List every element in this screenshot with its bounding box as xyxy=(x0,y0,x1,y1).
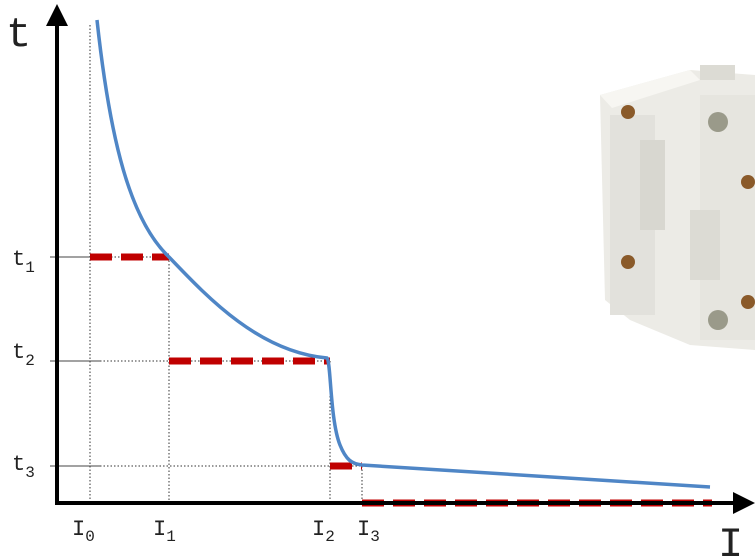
y-tick-label: t1 xyxy=(12,247,35,277)
label-sub: 3 xyxy=(370,528,380,546)
label-sub: 3 xyxy=(25,464,35,482)
y-arrow xyxy=(46,4,68,26)
x-tick-label: I1 xyxy=(153,517,176,546)
x-arrow xyxy=(733,492,755,514)
label-base: I xyxy=(72,517,85,542)
label-sub: 1 xyxy=(25,259,35,277)
label-base: I xyxy=(153,517,166,542)
y-axis-label: t xyxy=(6,11,31,59)
y-tick-label: t2 xyxy=(12,340,35,370)
label-sub: 1 xyxy=(166,528,176,546)
trip-curve xyxy=(95,19,711,489)
label-base: I xyxy=(357,517,370,542)
x-tick-label: I0 xyxy=(72,517,95,546)
label-base: I xyxy=(312,517,325,542)
label-base: t xyxy=(12,452,25,477)
x-tick-label: I2 xyxy=(312,517,335,546)
label-sub: 2 xyxy=(325,528,335,546)
label-sub: 2 xyxy=(25,352,35,370)
breaker-image xyxy=(600,65,755,350)
label-base: t xyxy=(12,340,25,365)
label-base: t xyxy=(12,247,25,272)
label-sub: 0 xyxy=(85,528,95,546)
x-tick-label: I3 xyxy=(357,517,380,546)
y-tick-label: t3 xyxy=(12,452,35,482)
x-axis-label: I xyxy=(718,521,743,559)
